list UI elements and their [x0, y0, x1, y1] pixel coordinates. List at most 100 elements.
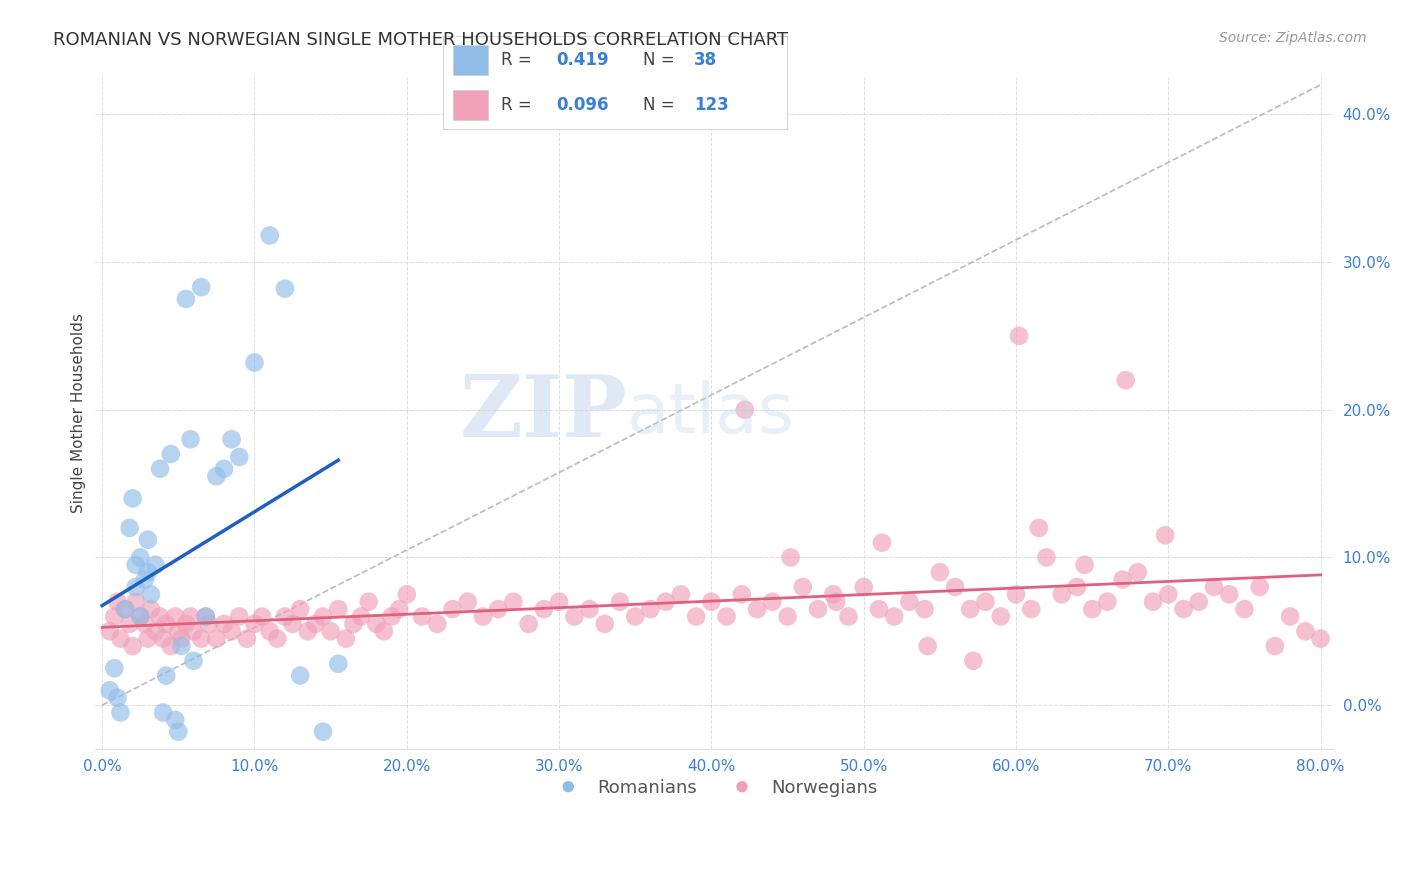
Point	[114, 602, 136, 616]
Point	[1066, 580, 1088, 594]
Point	[716, 609, 738, 624]
Point	[685, 609, 707, 624]
Point	[669, 587, 692, 601]
Point	[578, 602, 600, 616]
Point	[170, 639, 193, 653]
Point	[1264, 639, 1286, 653]
Point	[395, 587, 418, 601]
Point	[486, 602, 509, 616]
Point	[342, 616, 364, 631]
Point	[807, 602, 830, 616]
Point	[304, 616, 326, 631]
Point	[121, 639, 143, 653]
Point	[236, 632, 259, 646]
Point	[205, 469, 228, 483]
Point	[1035, 550, 1057, 565]
Text: Source: ZipAtlas.com: Source: ZipAtlas.com	[1219, 31, 1367, 45]
Point	[190, 280, 212, 294]
Point	[159, 639, 181, 653]
Point	[1008, 329, 1031, 343]
Legend: Romanians, Norwegians: Romanians, Norwegians	[543, 772, 884, 805]
Point	[441, 602, 464, 616]
Point	[183, 654, 205, 668]
Point	[118, 521, 141, 535]
Point	[962, 654, 984, 668]
Point	[943, 580, 966, 594]
Point	[129, 550, 152, 565]
Point	[155, 668, 177, 682]
Text: 0.096: 0.096	[557, 96, 609, 114]
Point	[373, 624, 395, 639]
Text: 0.419: 0.419	[557, 51, 609, 69]
Point	[776, 609, 799, 624]
Point	[1157, 587, 1180, 601]
Point	[110, 632, 132, 646]
Point	[228, 609, 250, 624]
Point	[562, 609, 585, 624]
Point	[297, 624, 319, 639]
Point	[1028, 521, 1050, 535]
Point	[1279, 609, 1302, 624]
Point	[1188, 595, 1211, 609]
Point	[129, 609, 152, 624]
Point	[883, 609, 905, 624]
Point	[129, 609, 152, 624]
Point	[136, 533, 159, 547]
Point	[868, 602, 890, 616]
Point	[274, 282, 297, 296]
Point	[1218, 587, 1240, 601]
Point	[517, 616, 540, 631]
Point	[125, 558, 148, 572]
Point	[1173, 602, 1195, 616]
Point	[471, 609, 494, 624]
Point	[180, 609, 202, 624]
Point	[243, 355, 266, 369]
Point	[98, 624, 121, 639]
Point	[152, 706, 174, 720]
Point	[350, 609, 373, 624]
Point	[136, 565, 159, 579]
Text: ZIP: ZIP	[460, 371, 627, 456]
Point	[593, 616, 616, 631]
Point	[1097, 595, 1119, 609]
Point	[194, 609, 217, 624]
Point	[1073, 558, 1095, 572]
Point	[259, 228, 281, 243]
Point	[328, 602, 350, 616]
Point	[870, 535, 893, 549]
Point	[990, 609, 1012, 624]
Text: N =: N =	[643, 96, 675, 114]
Point	[779, 550, 801, 565]
Point	[266, 632, 288, 646]
Point	[174, 616, 197, 631]
Point	[205, 632, 228, 646]
Point	[734, 402, 756, 417]
Point	[1233, 602, 1256, 616]
Point	[107, 690, 129, 705]
Point	[167, 724, 190, 739]
Point	[852, 580, 875, 594]
Point	[243, 616, 266, 631]
Point	[1154, 528, 1177, 542]
FancyBboxPatch shape	[453, 90, 488, 120]
Point	[823, 587, 845, 601]
Point	[98, 683, 121, 698]
Point	[328, 657, 350, 671]
Point	[914, 602, 936, 616]
Point	[502, 595, 524, 609]
Point	[159, 447, 181, 461]
Point	[917, 639, 939, 653]
Point	[139, 602, 162, 616]
Point	[928, 565, 950, 579]
Point	[312, 609, 335, 624]
Point	[609, 595, 631, 609]
Point	[1142, 595, 1164, 609]
Text: N =: N =	[643, 51, 675, 69]
Point	[114, 602, 136, 616]
Point	[125, 580, 148, 594]
Point	[312, 724, 335, 739]
Point	[165, 609, 187, 624]
Point	[1309, 632, 1331, 646]
Text: atlas: atlas	[627, 380, 794, 447]
Point	[121, 491, 143, 506]
